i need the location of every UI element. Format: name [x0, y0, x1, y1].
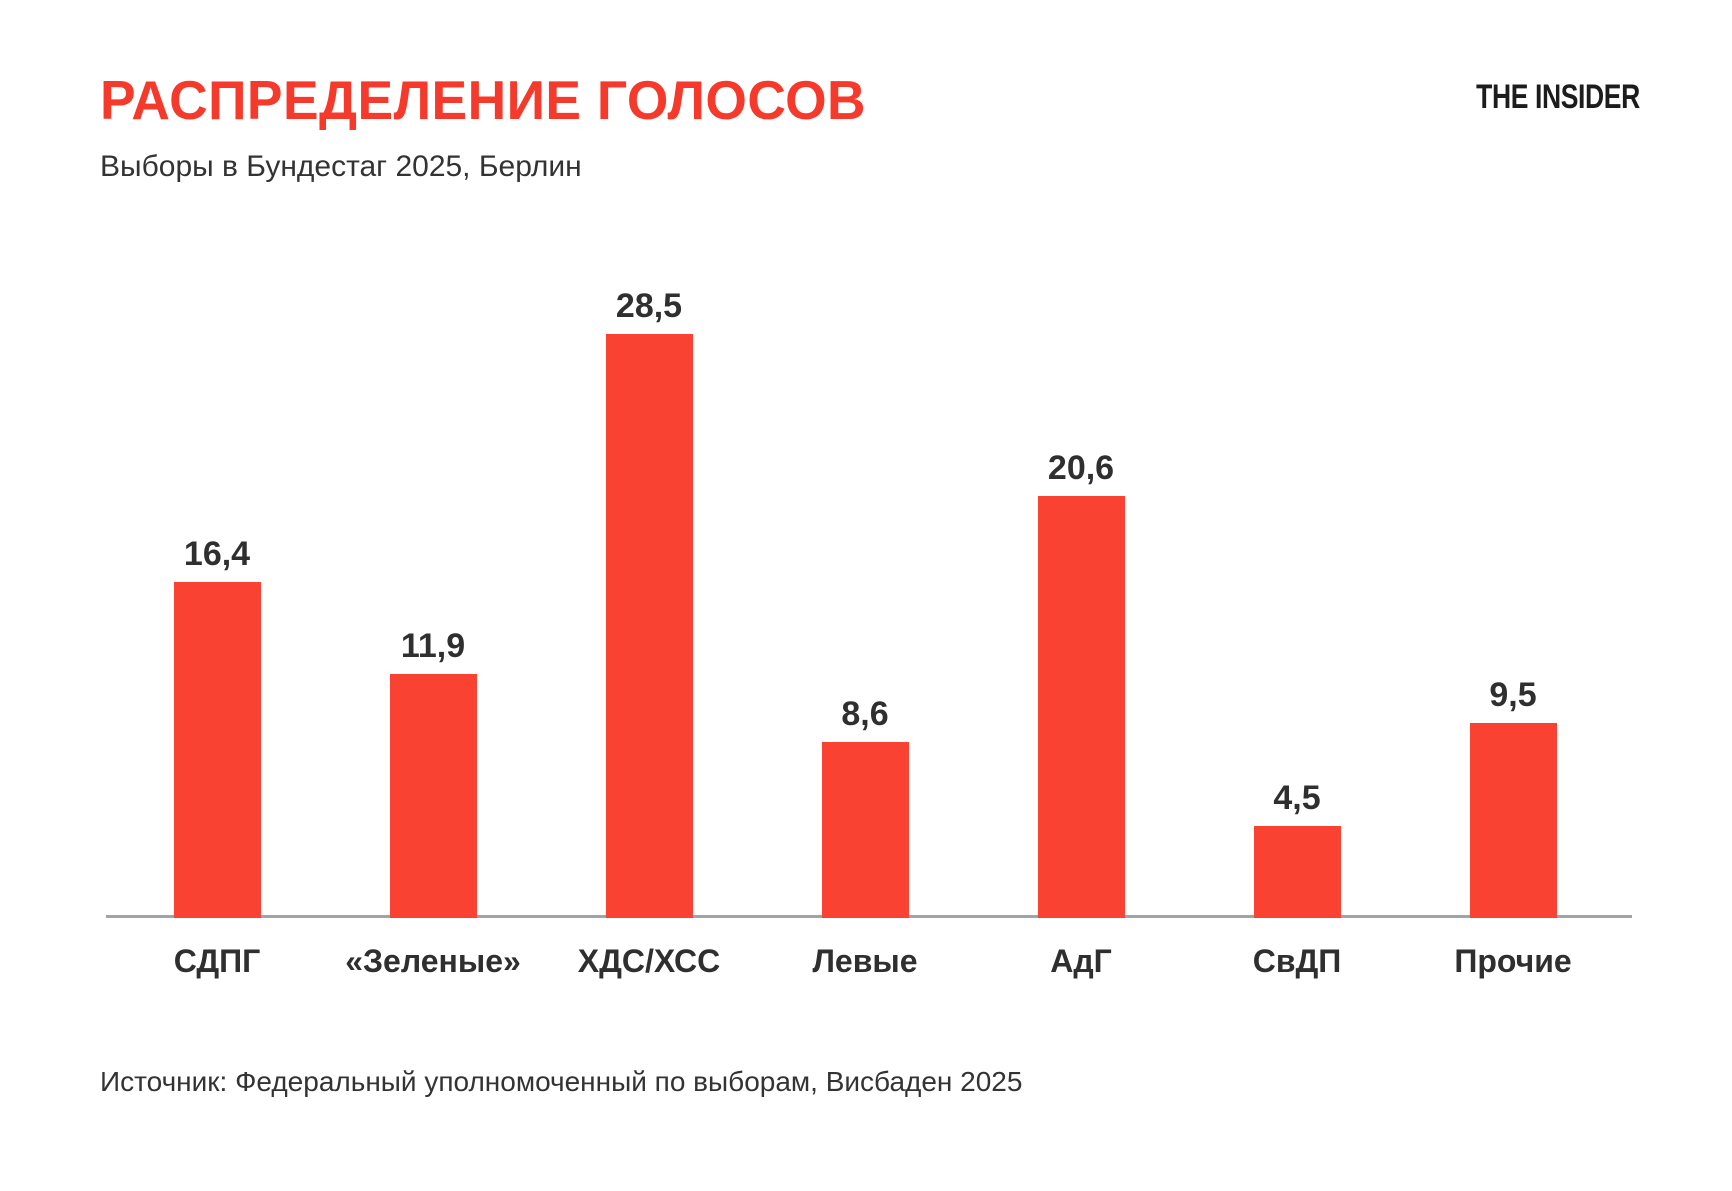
bar[interactable] — [1037, 496, 1125, 918]
bars-row: 16,4 11,9 28,5 8,6 20,6 4,5 9,5 — [109, 289, 1621, 918]
bar[interactable] — [1253, 826, 1341, 918]
bar-group: 11,9 — [325, 629, 541, 918]
category-label: СвДП — [1252, 943, 1342, 979]
bar[interactable] — [605, 334, 693, 918]
bar-group: 28,5 — [541, 289, 757, 918]
the-insider-logo: THE INSIDER — [1476, 78, 1640, 116]
category-label: АдГ — [1050, 943, 1112, 979]
bar-value-label: 11,9 — [400, 627, 466, 665]
source-caption: Источник: Федеральный уполномоченный по … — [100, 1066, 1023, 1097]
page-title: РАСПРЕДЕЛЕНИЕ ГОЛОСОВ — [100, 69, 867, 131]
category-row: СДПГ «Зеленые» ХДС/ХСС Левые АдГ СвДП Прочие — [109, 942, 1621, 980]
bar-value-label: 28,5 — [615, 287, 683, 325]
bar-group: 9,5 — [1405, 678, 1621, 918]
bar[interactable] — [821, 742, 909, 918]
category-label: СДПГ — [173, 943, 261, 979]
bar-group: 4,5 — [1189, 781, 1405, 918]
category-label: Прочие — [1454, 943, 1572, 979]
category-label: «Зеленые» — [345, 943, 521, 979]
bar-group: 16,4 — [109, 537, 325, 918]
bar[interactable] — [1469, 723, 1557, 918]
bar[interactable] — [389, 674, 477, 918]
bar-value-label: 4,5 — [1273, 779, 1321, 817]
bar[interactable] — [173, 582, 261, 918]
bar-value-label: 20,6 — [1047, 449, 1115, 487]
bar-value-label: 16,4 — [183, 535, 251, 573]
bar-value-label: 8,6 — [841, 695, 889, 733]
bar-value-label: 9,5 — [1489, 676, 1537, 714]
category-label: Левые — [812, 943, 918, 979]
bar-group: 20,6 — [973, 451, 1189, 918]
bar-group: 8,6 — [757, 697, 973, 918]
chart-subtitle: Выборы в Бундестаг 2025, Берлин — [100, 150, 582, 183]
category-label: ХДС/ХСС — [577, 943, 721, 979]
